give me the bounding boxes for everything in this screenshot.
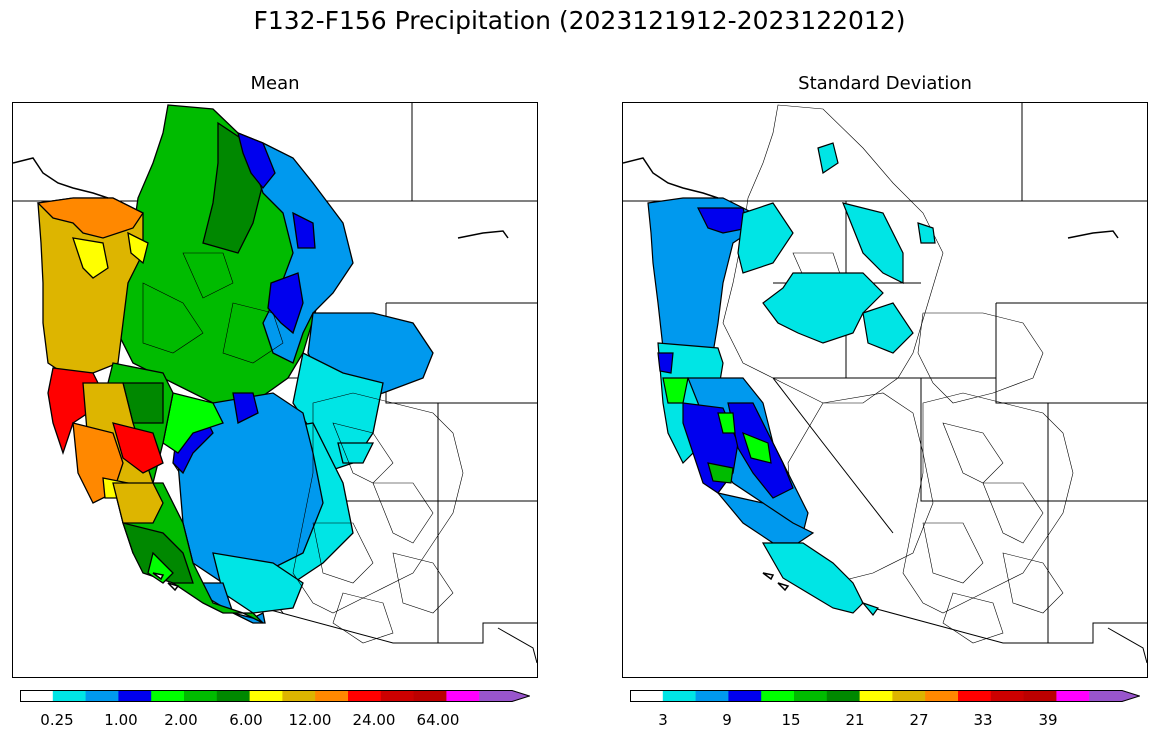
colorbar-segment (282, 690, 316, 702)
colorbar-segment (794, 690, 828, 702)
stddev-colorbar-tick: 27 (909, 711, 929, 729)
mean-colorbar-labels: 0.25 1.00 2.00 6.00 12.00 24.00 64.00 (20, 711, 530, 731)
colorbar-segment (990, 690, 1025, 702)
colorbar-segment (413, 690, 447, 702)
mean-map (12, 102, 538, 678)
colorbar-segment (761, 690, 795, 702)
colorbar-segment (446, 690, 480, 702)
stddev-colorbar (630, 690, 1140, 702)
colorbar-segment (728, 690, 762, 702)
stddev-colorbar-tick: 21 (845, 711, 865, 729)
stddev-panel-title: Standard Deviation (798, 73, 972, 94)
colorbar-segment (20, 690, 54, 702)
colorbar-segment (826, 690, 861, 702)
mean-colorbar-tick: 2.00 (164, 711, 198, 729)
mean-colorbar-tick: 64.00 (416, 711, 460, 729)
mean-colorbar-tick: 24.00 (352, 711, 396, 729)
stddev-map (622, 102, 1148, 678)
colorbar-segment (151, 690, 185, 702)
colorbar-segment (85, 690, 119, 702)
stddev-colorbar-tick: 15 (781, 711, 801, 729)
colorbar-segment (859, 690, 893, 702)
stddev-basin-outlines (722, 104, 1074, 644)
mean-colorbar-tick: 0.25 (40, 711, 74, 729)
colorbar-segment (52, 690, 87, 702)
colorbar-segment (892, 690, 926, 702)
colorbar-outline (630, 690, 1140, 702)
mean-basin-fills (36, 104, 434, 624)
stddev-colorbar-tick: 3 (658, 711, 668, 729)
colorbar-segment (216, 690, 251, 702)
mean-colorbar (20, 690, 530, 702)
colorbar-segment (695, 690, 729, 702)
colorbar-segment (958, 690, 992, 702)
stddev-basin-fills (647, 142, 936, 616)
mean-colorbar-tick: 6.00 (229, 711, 263, 729)
colorbar-segment (1023, 690, 1057, 702)
stddev-map-svg (623, 103, 1147, 664)
colorbar-segment (315, 690, 349, 702)
colorbar-segment (1089, 690, 1140, 702)
stddev-colorbar-labels: 3 9 15 21 27 33 39 (630, 711, 1140, 731)
mean-panel-title: Mean (250, 73, 300, 94)
stddev-colorbar-tick: 39 (1038, 711, 1058, 729)
colorbar-outline (20, 690, 530, 702)
colorbar-segment (662, 690, 697, 702)
colorbar-segment (118, 690, 152, 702)
colorbar-segment (630, 690, 664, 702)
mean-map-svg (13, 103, 537, 664)
coastline (13, 157, 509, 592)
colorbar-segment (348, 690, 382, 702)
figure-title: F132-F156 Precipitation (2023121912-2023… (253, 6, 906, 35)
coastline (623, 157, 1119, 592)
stddev-colorbar-tick: 33 (973, 711, 993, 729)
mean-colorbar-tick: 1.00 (104, 711, 138, 729)
mean-colorbar-tick: 12.00 (288, 711, 332, 729)
mean-basin-outlines (142, 252, 464, 644)
stddev-colorbar-tick: 9 (722, 711, 732, 729)
colorbar-segment (925, 690, 959, 702)
colorbar-segment (479, 690, 530, 702)
colorbar-segment (1056, 690, 1090, 702)
colorbar-segment (380, 690, 415, 702)
colorbar-segment (184, 690, 218, 702)
colorbar-segment (249, 690, 283, 702)
